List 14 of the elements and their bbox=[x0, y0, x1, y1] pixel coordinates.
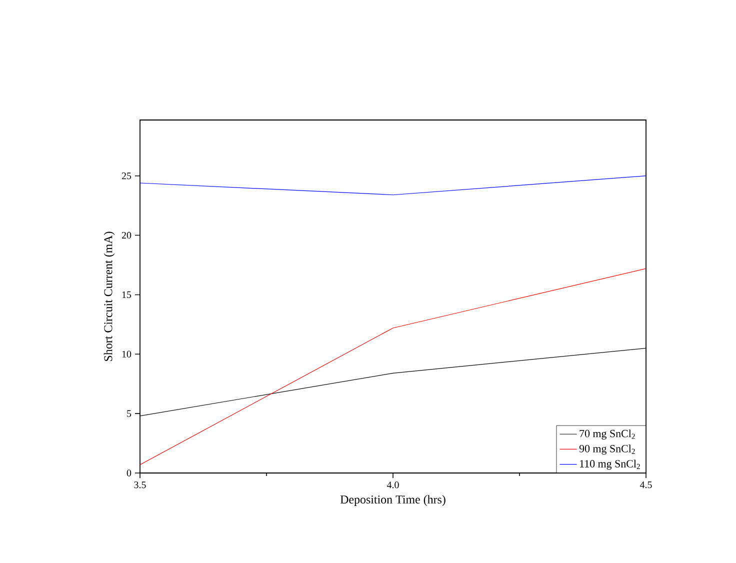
x-tick-label: 3.5 bbox=[134, 482, 146, 488]
y-tick-label: 5 bbox=[127, 410, 132, 417]
y-tick-label: 25 bbox=[122, 172, 132, 180]
x-axis-title: Deposition Time (hrs) bbox=[340, 495, 446, 506]
y-tick-label: 10 bbox=[122, 350, 132, 358]
x-tick-label: 4.0 bbox=[386, 482, 399, 488]
legend-label: 90 mg SnCl$_{2}$ bbox=[579, 444, 635, 455]
y-tick-label: 15 bbox=[122, 291, 132, 298]
y-axis-title: Short Circuit Current (mA) bbox=[104, 232, 115, 361]
legend-label: 70 mg SnCl$_{2}$ bbox=[580, 430, 635, 440]
x-tick-label: 4.5 bbox=[640, 482, 652, 488]
y-tick-label: 20 bbox=[122, 232, 132, 239]
y-tick-label: 0 bbox=[126, 470, 132, 476]
legend-label: 110 mg SnCl$_{2}$ bbox=[580, 460, 640, 470]
